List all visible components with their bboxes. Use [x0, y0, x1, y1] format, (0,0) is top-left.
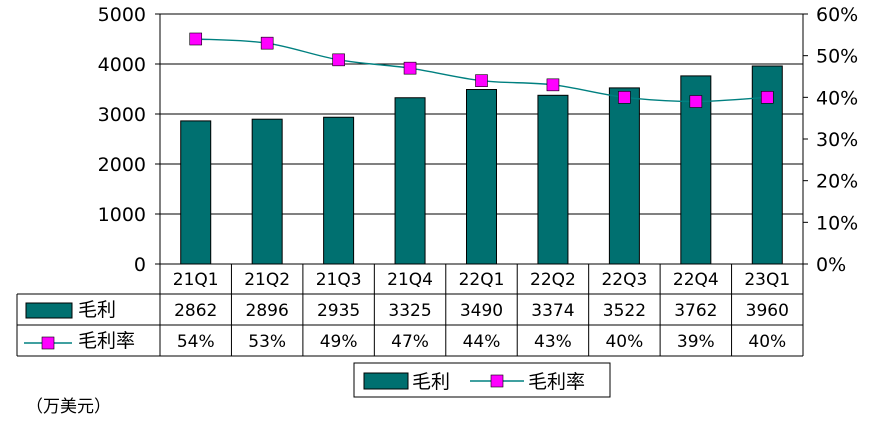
table-cell: 43% [534, 332, 572, 352]
table-cell: 40% [605, 332, 643, 352]
margin-marker [475, 74, 488, 87]
bar [323, 116, 355, 265]
legend-marker-swatch [490, 374, 504, 388]
table-cell: 3762 [674, 301, 717, 321]
table-cell: 3374 [531, 301, 574, 321]
x-tick-label: 22Q1 [459, 270, 505, 290]
table-row-label: 毛利率 [78, 330, 135, 352]
table-key-bar [25, 302, 73, 319]
table-row-label: 毛利 [78, 299, 116, 321]
left-axis-tick-label: 0 [134, 254, 146, 276]
table-cell: 47% [391, 332, 429, 352]
right-axis-tick-label: 30% [816, 129, 858, 151]
margin-marker [403, 61, 417, 75]
right-axis-tick-label: 50% [816, 46, 858, 68]
x-tick-label: 22Q3 [601, 270, 647, 290]
right-axis-tick-label: 0% [816, 254, 846, 276]
table-cell: 2935 [317, 301, 360, 321]
left-axis-tick-label: 3000 [98, 104, 146, 126]
x-tick-label: 21Q3 [316, 270, 362, 290]
table-cell: 3325 [388, 301, 431, 321]
legend-bar-label: 毛利 [412, 371, 450, 393]
left-axis-tick-label: 4000 [98, 54, 146, 76]
gross-margin-line [189, 32, 774, 108]
legend: 毛利 毛利率 [353, 362, 611, 398]
table-cell: 53% [248, 332, 286, 352]
x-tick-label: 23Q1 [744, 270, 790, 290]
left-axis-tick-label: 2000 [98, 154, 146, 176]
margin-marker [618, 91, 631, 104]
bar [180, 120, 212, 265]
x-tick-label: 22Q2 [530, 270, 576, 290]
legend-bar-swatch [363, 372, 409, 390]
left-axis-tick-label: 1000 [98, 204, 146, 226]
right-axis-tick-label: 40% [816, 87, 858, 109]
table-cell: 49% [320, 332, 358, 352]
unit-note: （万美元） [26, 397, 111, 417]
table-cell: 44% [463, 332, 501, 352]
table-cell: 3490 [460, 301, 503, 321]
left-axis-tick-label: 5000 [98, 4, 146, 26]
axes: 0 1000 2000 3000 4000 5000 0% 10% 20% 30% 40% 50% 60… [98, 4, 859, 276]
margin-marker [760, 91, 774, 104]
bar [251, 118, 283, 265]
margin-marker [546, 78, 560, 92]
table-cell: 3522 [603, 301, 646, 321]
x-tick-label: 21Q4 [387, 270, 433, 290]
right-axis-tick-label: 10% [816, 212, 858, 234]
margin-marker [332, 53, 345, 67]
bar [608, 87, 640, 265]
margin-marker [260, 36, 274, 50]
right-axis-tick-label: 60% [816, 4, 858, 26]
right-axis-tick-label: 20% [816, 171, 858, 193]
x-tick-label: 22Q4 [673, 270, 719, 290]
bar [537, 94, 569, 265]
bar [394, 97, 426, 265]
table-cell: 2896 [246, 301, 289, 321]
table-cell: 2862 [174, 301, 217, 321]
table-cell: 54% [177, 332, 215, 352]
margin-marker [189, 32, 203, 46]
legend-line-label: 毛利率 [528, 371, 585, 393]
table-cell: 3960 [746, 301, 789, 321]
x-tick-label: 21Q1 [173, 270, 219, 290]
margin-marker [689, 95, 703, 108]
table-cell: 39% [677, 332, 715, 352]
table-key-marker [41, 336, 55, 350]
bar [466, 89, 497, 265]
x-tick-label: 21Q2 [244, 270, 290, 290]
data-table: 21Q1 21Q2 21Q3 21Q4 22Q1 22Q2 22Q3 22Q4 23Q1 毛利毛利… [16, 264, 804, 357]
table-cell: 40% [748, 332, 786, 352]
